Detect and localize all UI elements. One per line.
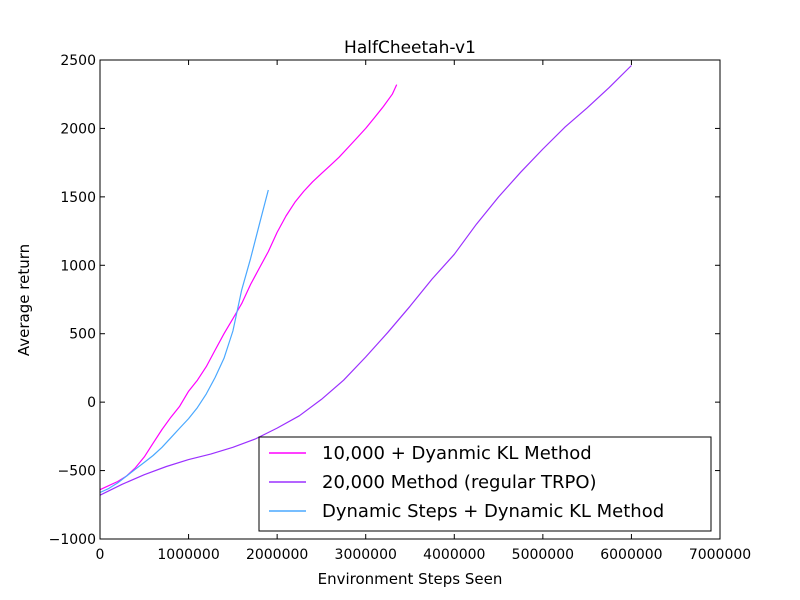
x-tick-label: 4000000 (423, 547, 485, 563)
series-layer (99, 65, 632, 496)
x-axis-title: Environment Steps Seen (318, 570, 503, 588)
y-axis-title: Average return (15, 244, 33, 356)
series-line-2 (99, 65, 632, 496)
legend-box (258, 436, 712, 532)
legend-label-3: Dynamic Steps + Dynamic KL Method (322, 501, 664, 522)
x-tick-label: 1000000 (157, 547, 219, 563)
y-tick-label: 0 (87, 395, 96, 411)
x-tick-label: 6000000 (600, 547, 662, 563)
y-tick-label: 1000 (60, 258, 96, 274)
legend-label-2: 20,000 Method (regular TRPO) (322, 472, 597, 493)
x-tick-label: 3000000 (335, 547, 397, 563)
x-tick-label: 0 (96, 547, 105, 563)
x-tick-label: 2000000 (246, 547, 308, 563)
chart-title: HalfCheetah-v1 (344, 38, 476, 58)
series-line-1 (99, 84, 398, 491)
x-axis: 0 1000000 2000000 3000000 4000000 5000000 6000… (96, 60, 751, 563)
legend: 10,000 + Dyanmic KL Method 20,000 Method … (258, 436, 712, 532)
y-tick-label: 2500 (60, 53, 96, 69)
y-tick-label: −1000 (49, 532, 96, 548)
y-axis: −1000 −500 0 500 1000 1500 2000 2500 (49, 53, 720, 548)
y-tick-label: −500 (58, 464, 96, 480)
plot-frame (99, 59, 721, 540)
y-tick-label: 1500 (60, 190, 96, 206)
x-tick-label: 7000000 (689, 547, 751, 563)
series-line-3 (99, 189, 269, 494)
y-tick-label: 500 (69, 327, 96, 343)
y-tick-label: 2000 (60, 121, 96, 137)
legend-label-1: 10,000 + Dyanmic KL Method (322, 443, 592, 464)
x-tick-label: 5000000 (512, 547, 574, 563)
